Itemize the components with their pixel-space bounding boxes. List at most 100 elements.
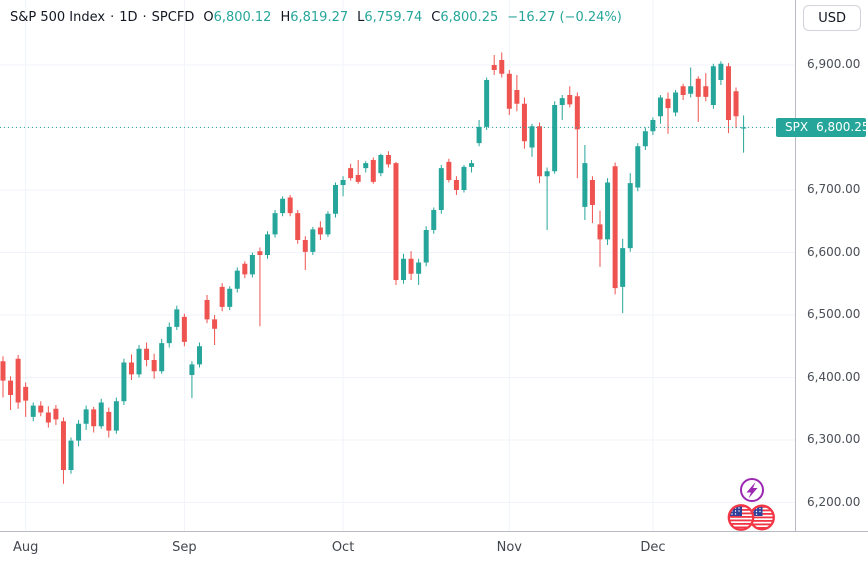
month-label: Dec [640, 540, 666, 555]
candlestick-plot [0, 0, 795, 531]
candle-body [733, 91, 739, 117]
candle-body [453, 180, 459, 190]
candle-body [60, 421, 66, 470]
low-value: 6,759.74 [364, 10, 423, 25]
candle-body [151, 360, 157, 372]
high-value: 6,819.27 [290, 10, 349, 25]
candle-body [665, 98, 671, 109]
candle-body [385, 155, 391, 165]
candle-body [204, 300, 210, 320]
candle-body [166, 326, 172, 344]
candle-body [574, 96, 580, 130]
candle-body [370, 160, 376, 182]
candle-body [537, 126, 543, 177]
candle-body [91, 409, 97, 427]
candle-body [559, 98, 565, 105]
candle-body [0, 361, 6, 381]
candle-body [257, 251, 263, 255]
candle-body [620, 248, 626, 287]
candle-body [363, 163, 369, 169]
candle-body [227, 288, 233, 307]
candle-body [378, 155, 384, 174]
month-label: Sep [172, 540, 197, 555]
candle-body [181, 316, 187, 342]
candle-body [340, 180, 346, 185]
price-tick-label: 6,200.00 [807, 494, 861, 509]
candle-body [423, 230, 429, 263]
candle-body [552, 105, 558, 172]
badge-symbol: SPX [785, 120, 809, 135]
candle-body [650, 120, 656, 132]
candle-body [272, 213, 278, 235]
candle-body [38, 405, 44, 413]
candle-body [310, 229, 316, 252]
price-tick-label: 6,700.00 [807, 182, 861, 196]
candle-body [725, 66, 731, 120]
candle-body [567, 95, 573, 105]
candle-body [438, 168, 444, 210]
candle-body [45, 412, 51, 423]
candle-body [612, 166, 618, 289]
legend-separator: · [110, 10, 115, 25]
candle-body [113, 401, 119, 431]
candle-body [491, 65, 497, 70]
price-tick-label: 6,300.00 [807, 432, 861, 446]
symbol-legend: S&P 500 Index · 1D · SPCFD O6,800.12 H6,819.27… [10, 9, 622, 26]
candle-body [597, 224, 603, 240]
candle-body [219, 286, 225, 307]
legend-separator: · [142, 10, 147, 25]
currency-button[interactable]: USD [803, 5, 861, 31]
price-tick-label: 6,900.00 [807, 57, 861, 71]
candle-body [189, 364, 195, 375]
symbol-title[interactable]: S&P 500 Index [10, 10, 106, 25]
candle-body [461, 166, 467, 190]
candle-body [287, 197, 293, 214]
candle-body [582, 163, 588, 207]
month-label: Oct [331, 540, 355, 555]
candle-body [514, 90, 520, 104]
open-value: 6,800.12 [213, 10, 272, 25]
candle-body [53, 408, 59, 420]
exchange-label: SPCFD [151, 10, 195, 25]
candle-body [431, 210, 437, 230]
candle-body [83, 409, 89, 424]
candle-body [484, 80, 490, 127]
candle-body [355, 175, 361, 182]
candle-body [703, 86, 709, 97]
candle-body [264, 234, 270, 255]
candle-body [521, 103, 527, 142]
candle-body [76, 423, 82, 441]
change-value: −16.27 (−0.24%) [507, 10, 622, 25]
candle-body [635, 146, 641, 188]
candle-body [174, 309, 180, 327]
candle-body [589, 180, 595, 205]
candle-body [605, 182, 611, 240]
candle-body [476, 126, 482, 144]
candle-body [196, 346, 202, 365]
close-value: 6,800.25 [440, 10, 499, 25]
candle-body [529, 126, 535, 148]
candle-body [469, 163, 475, 167]
high-label: H [280, 10, 291, 25]
interval-label[interactable]: 1D [119, 10, 138, 25]
candle-body [249, 255, 255, 275]
candle-body [136, 348, 142, 375]
time-axis[interactable]: Aug Sep Oct Nov Dec [0, 531, 868, 565]
candle-body [317, 227, 323, 235]
candle-body [499, 60, 505, 74]
candle-body [98, 402, 104, 427]
candle-body [325, 213, 331, 235]
current-price-badge: SPX 6,800.25 [776, 117, 868, 137]
candle-body [688, 86, 694, 94]
price-tick-label: 6,500.00 [807, 307, 861, 321]
candle-body [30, 405, 36, 417]
candle-body [212, 319, 218, 329]
candle-body [8, 380, 14, 395]
open-label: O [203, 10, 214, 25]
candle-body [710, 66, 716, 105]
price-axis[interactable]: 6,900.00 6,700.00 6,600.00 6,500.00 6,400.00… [795, 0, 868, 531]
candle-body [68, 440, 74, 470]
candle-body [695, 78, 701, 97]
candle-body [673, 92, 679, 113]
